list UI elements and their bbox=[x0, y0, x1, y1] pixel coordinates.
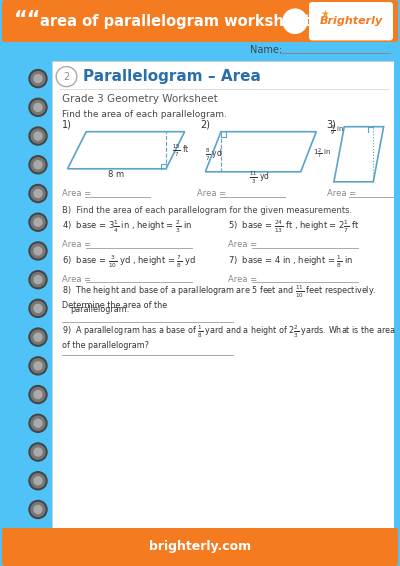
Circle shape bbox=[31, 388, 45, 402]
Text: 6)  base = $\frac{3}{10}$ yd , height = $\frac{7}{8}$ yd: 6) base = $\frac{3}{10}$ yd , height = $… bbox=[62, 254, 196, 270]
Text: Area =: Area = bbox=[228, 275, 257, 284]
Text: Find the area of each parallelogram.: Find the area of each parallelogram. bbox=[62, 110, 227, 119]
FancyBboxPatch shape bbox=[2, 528, 398, 566]
Circle shape bbox=[34, 419, 42, 427]
Circle shape bbox=[29, 127, 47, 145]
Circle shape bbox=[34, 104, 42, 112]
Text: B)  Find the area of each parallelogram for the given measurements.: B) Find the area of each parallelogram f… bbox=[62, 207, 352, 216]
Circle shape bbox=[283, 9, 307, 33]
Text: $1\frac{2}{7}$ in: $1\frac{2}{7}$ in bbox=[313, 147, 332, 161]
Circle shape bbox=[29, 271, 47, 289]
Circle shape bbox=[31, 71, 45, 85]
Text: Area =: Area = bbox=[228, 241, 257, 250]
Circle shape bbox=[34, 132, 42, 140]
Text: Area =: Area = bbox=[62, 190, 92, 198]
Circle shape bbox=[29, 500, 47, 518]
Circle shape bbox=[29, 414, 47, 432]
Circle shape bbox=[34, 75, 42, 83]
Circle shape bbox=[29, 328, 47, 346]
FancyBboxPatch shape bbox=[2, 0, 398, 42]
Circle shape bbox=[34, 190, 42, 198]
Text: Area =: Area = bbox=[327, 190, 356, 198]
Text: Area =: Area = bbox=[197, 190, 226, 198]
Circle shape bbox=[31, 416, 45, 430]
Text: brighterly.com: brighterly.com bbox=[149, 541, 251, 553]
Text: 8 m: 8 m bbox=[108, 170, 124, 179]
Circle shape bbox=[29, 357, 47, 375]
Circle shape bbox=[34, 505, 42, 513]
Text: ““: ““ bbox=[14, 10, 42, 30]
Circle shape bbox=[31, 445, 45, 459]
Circle shape bbox=[29, 299, 47, 318]
Circle shape bbox=[29, 443, 47, 461]
Text: 1): 1) bbox=[62, 119, 72, 130]
Circle shape bbox=[31, 359, 45, 373]
Text: Area =: Area = bbox=[62, 241, 92, 250]
Circle shape bbox=[31, 158, 45, 172]
Text: $\frac{15}{7}$ ft: $\frac{15}{7}$ ft bbox=[172, 143, 190, 159]
Text: ★: ★ bbox=[320, 9, 329, 19]
Circle shape bbox=[34, 218, 42, 226]
Circle shape bbox=[29, 471, 47, 490]
Circle shape bbox=[34, 305, 42, 312]
Text: Name:: Name: bbox=[250, 45, 282, 55]
Circle shape bbox=[34, 161, 42, 169]
Circle shape bbox=[56, 67, 77, 87]
Text: area of parallelogram worksheet: area of parallelogram worksheet bbox=[40, 14, 311, 29]
Circle shape bbox=[31, 244, 45, 258]
Circle shape bbox=[34, 362, 42, 370]
Circle shape bbox=[34, 276, 42, 284]
Circle shape bbox=[34, 477, 42, 484]
Text: $\frac{4}{9}$ in: $\frac{4}{9}$ in bbox=[330, 123, 344, 138]
Circle shape bbox=[34, 391, 42, 398]
Circle shape bbox=[31, 301, 45, 315]
Text: $\frac{11}{3}$ yd: $\frac{11}{3}$ yd bbox=[249, 169, 270, 186]
Text: Grade 3 Geometry Worksheet: Grade 3 Geometry Worksheet bbox=[62, 93, 218, 104]
Circle shape bbox=[31, 330, 45, 344]
Text: 2): 2) bbox=[200, 119, 210, 130]
Text: 2: 2 bbox=[63, 71, 70, 82]
Circle shape bbox=[31, 100, 45, 114]
Text: 4)  base = $3\frac{1}{4}$ in , height = $\frac{2}{3}$ in: 4) base = $3\frac{1}{4}$ in , height = $… bbox=[62, 218, 192, 235]
Circle shape bbox=[34, 247, 42, 255]
Circle shape bbox=[29, 385, 47, 404]
Text: parallelogram.: parallelogram. bbox=[71, 305, 130, 314]
Circle shape bbox=[31, 503, 45, 517]
Text: 9)  A parallelogram has a base of $\frac{1}{8}$ yard and a height of $2\frac{2}{: 9) A parallelogram has a base of $\frac{… bbox=[62, 324, 396, 350]
Circle shape bbox=[31, 129, 45, 143]
Circle shape bbox=[29, 70, 47, 88]
Circle shape bbox=[29, 156, 47, 174]
Circle shape bbox=[34, 333, 42, 341]
Circle shape bbox=[34, 448, 42, 456]
Text: 5)  base = $\frac{24}{13}$ ft , height = $2\frac{1}{7}$ ft: 5) base = $\frac{24}{13}$ ft , height = … bbox=[228, 218, 360, 235]
Circle shape bbox=[29, 242, 47, 260]
Text: Parallelogram – Area: Parallelogram – Area bbox=[83, 69, 261, 84]
Circle shape bbox=[29, 98, 47, 117]
Circle shape bbox=[31, 273, 45, 287]
Circle shape bbox=[29, 185, 47, 203]
Circle shape bbox=[29, 213, 47, 231]
FancyBboxPatch shape bbox=[52, 61, 394, 528]
Text: Brighterly: Brighterly bbox=[319, 16, 383, 26]
FancyBboxPatch shape bbox=[309, 2, 393, 40]
Text: 8)  The height and base of a parallelogram are 5 feet and $\frac{11}{10}$ feet r: 8) The height and base of a parallelogra… bbox=[62, 284, 377, 310]
Circle shape bbox=[31, 186, 45, 200]
Text: 3): 3) bbox=[327, 119, 336, 130]
Circle shape bbox=[31, 215, 45, 229]
Text: Area =: Area = bbox=[62, 275, 92, 284]
Text: $\frac{8}{7}$ yd: $\frac{8}{7}$ yd bbox=[205, 147, 223, 163]
Circle shape bbox=[31, 474, 45, 488]
Text: 7)  base = 4 in , height = $\frac{1}{8}$ in: 7) base = 4 in , height = $\frac{1}{8}$ … bbox=[228, 254, 354, 270]
